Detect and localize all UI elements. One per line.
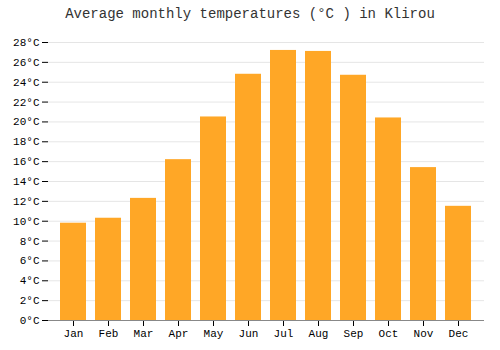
svg-text:14°C: 14°C [13,176,40,188]
svg-text:4°C: 4°C [20,275,40,287]
svg-text:24°C: 24°C [13,77,40,89]
svg-text:Sep: Sep [344,328,364,340]
svg-text:Jan: Jan [64,328,84,340]
svg-text:12°C: 12°C [13,196,40,208]
svg-text:Apr: Apr [169,328,189,340]
svg-text:Dec: Dec [449,328,469,340]
svg-text:22°C: 22°C [13,97,40,109]
svg-text:10°C: 10°C [13,216,40,228]
svg-text:28°C: 28°C [13,37,40,49]
svg-text:26°C: 26°C [13,57,40,69]
svg-text:16°C: 16°C [13,156,40,168]
svg-text:Aug: Aug [309,328,329,340]
svg-text:6°C: 6°C [20,255,40,267]
svg-text:Jun: Jun [239,328,259,340]
svg-text:Nov: Nov [414,328,434,340]
svg-text:Feb: Feb [99,328,119,340]
svg-text:Mar: Mar [134,328,154,340]
svg-text:0°C: 0°C [20,315,40,327]
html-text:Average monthly temperatures (: Average monthly temperatures (°C ) in Kl… [65,6,435,22]
svg-text:May: May [204,328,224,340]
svg-text:Oct: Oct [379,328,399,340]
svg-text:8°C: 8°C [20,236,40,248]
svg-text:Jul: Jul [274,328,294,340]
svg-text:2°C: 2°C [20,295,40,307]
svg-text:20°C: 20°C [13,116,40,128]
svg-text:18°C: 18°C [13,136,40,148]
